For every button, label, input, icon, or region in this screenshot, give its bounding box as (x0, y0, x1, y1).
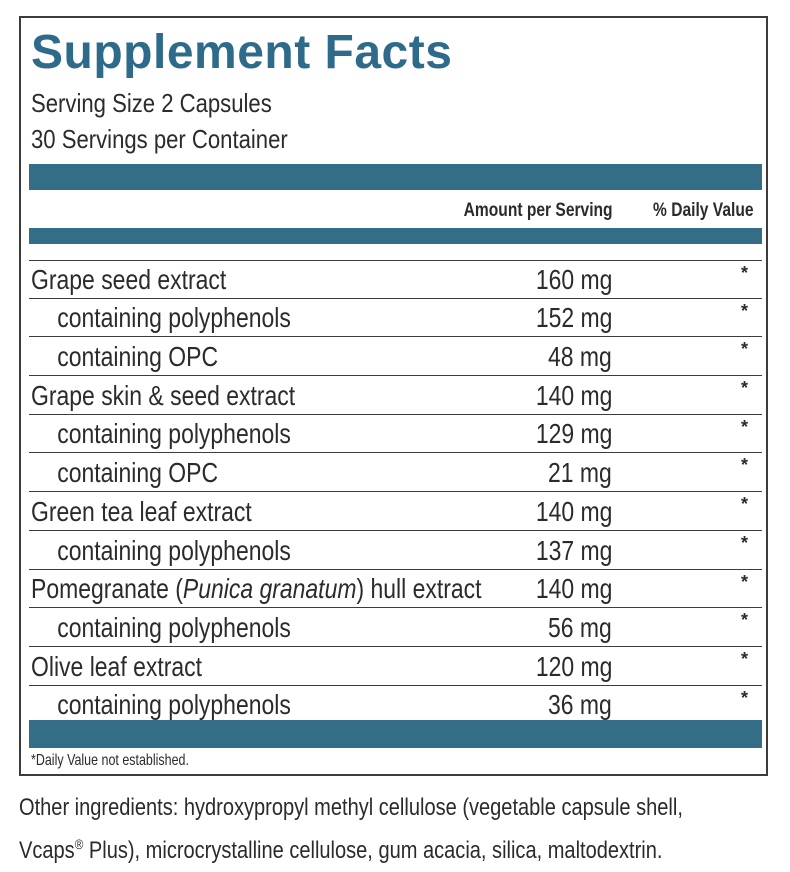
daily-value: * (740, 610, 748, 631)
daily-value: * (740, 648, 748, 669)
nutrient-name: containing polyphenols (57, 689, 291, 721)
nutrient-amount: 120 mg (535, 650, 612, 682)
amount-per-serving-header: Amount per Serving (464, 200, 613, 221)
other-ingredients-line-2: Vcaps® Plus), microcrystalline cellulose… (19, 826, 771, 869)
header-bar-middle (29, 228, 762, 244)
nutrient-name: Pomegranate (Punica granatum) hull extra… (31, 573, 482, 605)
nutrient-row: containing polyphenols 137 mg * (29, 531, 762, 570)
daily-value: * (740, 455, 748, 476)
nutrient-latin-name: Punica granatum (182, 573, 357, 605)
supplement-facts-panel: Supplement Facts Serving Size 2 Capsules… (19, 16, 768, 776)
daily-value: * (740, 687, 748, 708)
nutrient-row: Grape skin & seed extract 140 mg * (29, 376, 762, 415)
servings-per-container: 30 Servings per Container (31, 124, 288, 154)
nutrient-name: Olive leaf extract (31, 650, 202, 682)
nutrient-name: Grape skin & seed extract (31, 379, 296, 411)
nutrient-name: containing OPC (57, 341, 219, 373)
other-ingredients-line-1: Other ingredients: hydroxypropyl methyl … (19, 794, 683, 821)
daily-value: * (740, 571, 748, 592)
registered-mark: ® (74, 836, 84, 852)
nutrient-row: containing polyphenols 129 mg * (29, 415, 762, 454)
nutrient-row: containing polyphenols 56 mg * (29, 608, 762, 647)
nutrient-amount: 160 mg (535, 263, 612, 295)
nutrient-name: containing polyphenols (57, 611, 291, 643)
daily-value: * (740, 378, 748, 399)
daily-value: * (740, 416, 748, 437)
panel-title: Supplement Facts (31, 26, 453, 79)
nutrient-name: Green tea leaf extract (31, 495, 252, 527)
nutrient-amount: 129 mg (535, 418, 612, 450)
footnote: *Daily Value not established. (31, 752, 189, 769)
nutrient-amount: 56 mg (548, 611, 612, 643)
nutrient-name-part: Pomegranate ( (31, 573, 183, 605)
nutrient-amount: 140 mg (535, 379, 612, 411)
nutrient-amount: 152 mg (535, 302, 612, 334)
nutrient-name: containing polyphenols (57, 418, 291, 450)
ingredients-rest: Plus), microcrystalline cellulose, gum a… (83, 837, 663, 864)
nutrient-row: containing polyphenols 36 mg * (29, 686, 762, 725)
other-ingredients: Other ingredients: hydroxypropyl methyl … (19, 790, 771, 869)
nutrient-row: Green tea leaf extract 140 mg * (29, 492, 762, 531)
daily-value: * (740, 300, 748, 321)
nutrient-row: Olive leaf extract 120 mg * (29, 647, 762, 686)
daily-value-header: % Daily Value (653, 200, 754, 221)
nutrient-name: Grape seed extract (31, 263, 227, 295)
daily-value: * (740, 532, 748, 553)
nutrient-amount: 140 mg (535, 495, 612, 527)
header-bar-bottom (29, 720, 762, 748)
nutrient-row: Pomegranate (Punica granatum) hull extra… (29, 570, 762, 609)
daily-value: * (740, 263, 748, 283)
nutrient-amount: 21 mg (548, 457, 612, 489)
nutrient-name-part: ) hull extract (356, 573, 482, 605)
nutrient-row: containing OPC 48 mg * (29, 337, 762, 377)
vcaps-text: Vcaps (19, 837, 75, 864)
daily-value: * (740, 339, 748, 360)
nutrient-name: containing polyphenols (57, 302, 291, 334)
nutrient-name: containing polyphenols (57, 534, 291, 566)
nutrient-amount: 140 mg (535, 573, 612, 605)
nutrient-rows: Grape seed extract 160 mg * containing poly… (29, 260, 762, 725)
nutrient-row: containing OPC 21 mg * (29, 453, 762, 493)
nutrient-name: containing OPC (57, 457, 219, 489)
header-bar-top (29, 164, 762, 190)
nutrient-amount: 137 mg (535, 534, 612, 566)
daily-value: * (740, 494, 748, 515)
nutrient-amount: 36 mg (548, 689, 612, 721)
nutrient-row: containing polyphenols 152 mg * (29, 299, 762, 338)
serving-size: Serving Size 2 Capsules (31, 88, 272, 118)
nutrient-amount: 48 mg (548, 341, 612, 373)
nutrient-row: Grape seed extract 160 mg * (29, 260, 762, 299)
